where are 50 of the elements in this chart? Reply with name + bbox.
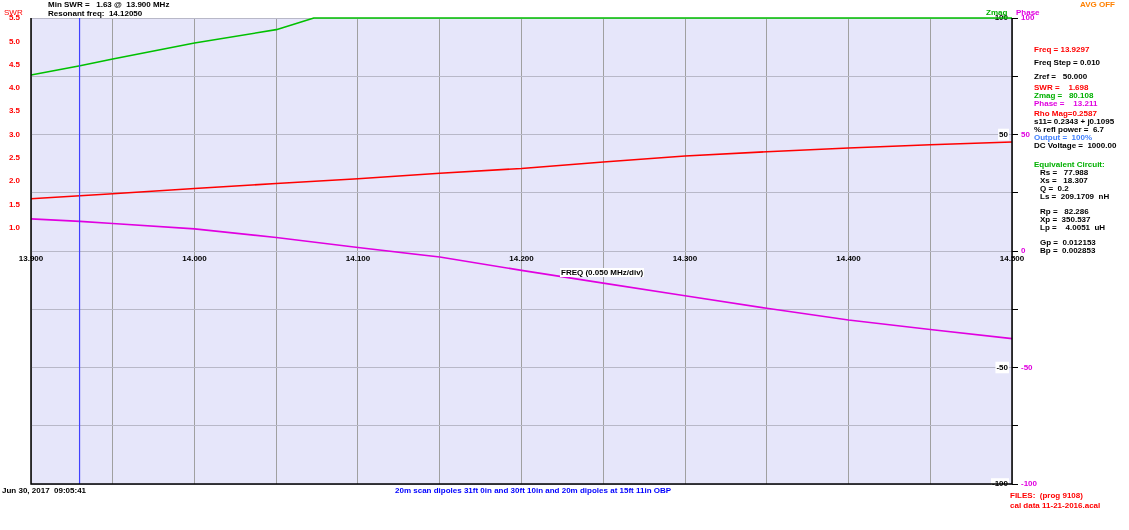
text: Ls = 209.1709 nH (1040, 192, 1110, 201)
text: 20m scan dipoles 31ft 0in and 30ft 10in and 20m dipoles at 15ft 11in OBP (395, 486, 672, 495)
y2-tick-label: -50 (996, 362, 1009, 372)
x-tick-label: 14.300 (672, 254, 698, 263)
text: Freq = 13.9297 (1034, 45, 1090, 54)
y3-tick-label: 0 (1021, 246, 1026, 256)
y-tick-label: 1.0 (8, 222, 21, 232)
text: Gp = 0.012153 (1040, 238, 1096, 247)
y3-tick-label: -50 (1021, 362, 1034, 372)
text: AVG OFF (1080, 0, 1115, 9)
text: Jun 30, 2017 09:05:41 (2, 486, 87, 495)
y-tick-label: 1.5 (8, 199, 21, 209)
text: Lp = 4.0051 uH (1040, 223, 1106, 232)
chart-title: Min SWR = 1.63 @ 13.900 MHz (48, 0, 170, 9)
x-tick-label: 14.100 (345, 254, 371, 263)
y-tick-label: 2.5 (8, 153, 21, 162)
text: cal data 11-21-2016.acal (1010, 501, 1101, 510)
text: Rs = 77.988 (1040, 168, 1089, 177)
y-tick-label: 5.0 (8, 36, 21, 46)
text: Xs = 18.307 (1040, 176, 1088, 185)
text: % refl power = 6.7 (1034, 125, 1105, 134)
text: SWR = 1.698 (1034, 83, 1089, 92)
text: DC Voltage = 1000.00 (1034, 141, 1117, 150)
text: FILES: (prog 9108) (1010, 491, 1083, 500)
y3-tick-label: -100 (1021, 479, 1038, 489)
text: Rho Mag=0.2587 (1034, 109, 1097, 118)
text: Output = 100% (1034, 133, 1093, 142)
text: Q = 0.2 (1040, 184, 1069, 193)
x-tick-label: 14.000 (182, 254, 208, 263)
text: Rp = 82.286 (1040, 207, 1089, 216)
text: Xp = 350.537 (1040, 215, 1091, 224)
text: Zref = 50.000 (1034, 72, 1088, 81)
text: Bp = 0.002853 (1040, 246, 1096, 255)
x-tick-label: 14.400 (836, 254, 862, 263)
y-tick-label: 3.5 (8, 106, 21, 116)
text: Equivalent Circuit: (1034, 160, 1105, 169)
chart-subtitle: Resonant freq: 14.12050 (48, 9, 143, 18)
text: Freq Step = 0.010 (1034, 58, 1101, 67)
y2-tick-label: 50 (999, 129, 1009, 139)
text: Phase = 13.211 (1034, 99, 1098, 108)
text: Zmag = 80.108 (1034, 91, 1094, 100)
y-tick-label: 3.0 (8, 129, 21, 139)
y3-tick-label: 50 (1021, 129, 1031, 139)
y-tick-label: 4.5 (8, 59, 21, 69)
text: s11= 0.2343 + j0.1095 (1034, 117, 1115, 126)
y-tick-label: 4.0 (8, 83, 21, 93)
y-tick-label: 2.0 (8, 176, 21, 186)
y2-axis-title: Zmag (986, 8, 1008, 17)
x-tick-label: 14.200 (509, 254, 535, 263)
x-axis-title: FREQ (0.050 MHz/div) (560, 268, 645, 277)
